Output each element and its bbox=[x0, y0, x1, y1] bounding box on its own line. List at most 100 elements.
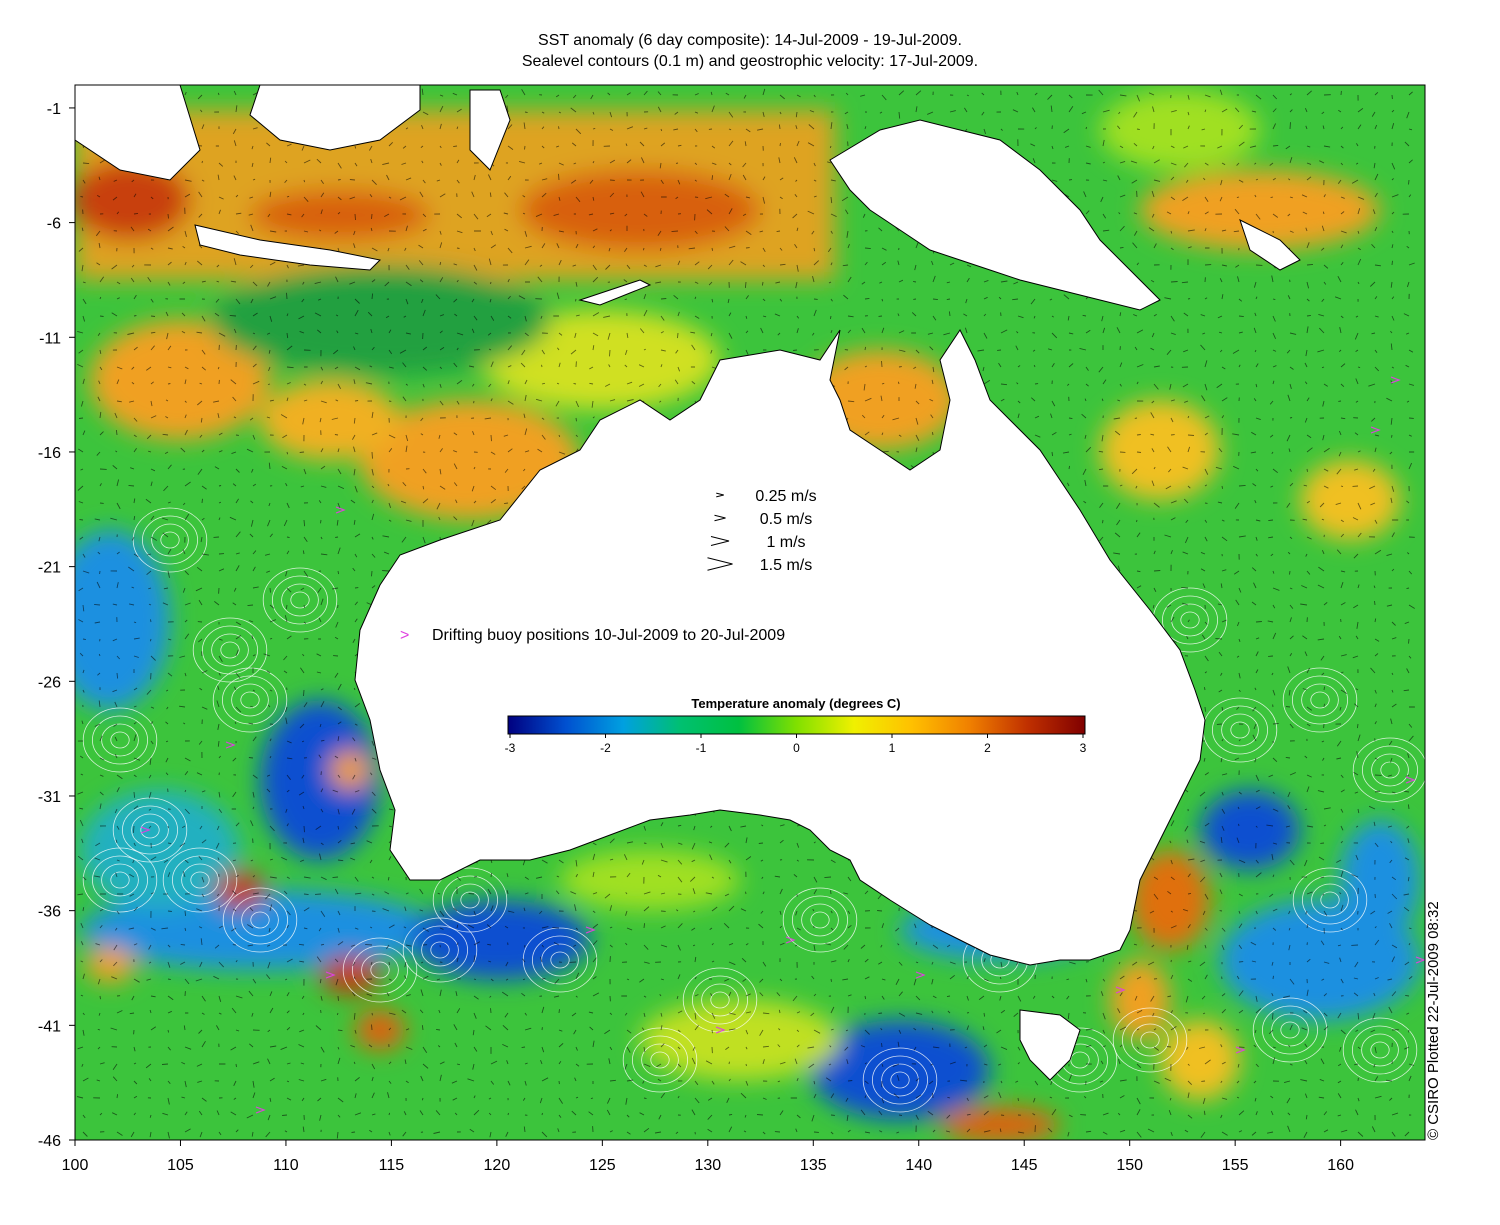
sealevel-contour bbox=[441, 875, 498, 925]
velocity-scale-label: 0.5 m/s bbox=[760, 511, 812, 528]
sealevel-contour bbox=[92, 855, 149, 905]
sealevel-contour bbox=[281, 583, 319, 617]
sealevel-contour bbox=[1171, 603, 1209, 637]
y-tick-label: -41 bbox=[38, 1018, 61, 1035]
velocity-scale-arrow bbox=[716, 492, 724, 498]
sealevel-contour bbox=[692, 975, 749, 1025]
sealevel-contour bbox=[1292, 675, 1349, 725]
sealevel-contour bbox=[1262, 1005, 1319, 1055]
sealevel-contour bbox=[460, 891, 480, 909]
sealevel-contour bbox=[1292, 867, 1368, 933]
buoy-marker bbox=[140, 826, 151, 834]
buoy-legend: > Drifting buoy positions 10-Jul-2009 to… bbox=[400, 627, 785, 644]
buoy-marker bbox=[1370, 426, 1381, 434]
sealevel-contours bbox=[82, 507, 1425, 1113]
timor-landmass bbox=[578, 279, 652, 306]
sealevel-contour bbox=[122, 805, 179, 855]
sealevel-contour bbox=[82, 707, 158, 773]
sealevel-contour bbox=[361, 953, 399, 987]
sealevel-contour bbox=[132, 507, 208, 573]
sealevel-contour bbox=[1280, 1021, 1300, 1039]
buoy-marker bbox=[225, 741, 236, 749]
sealevel-contour bbox=[1361, 1033, 1399, 1067]
sealevel-contour bbox=[290, 591, 310, 609]
map-title-line1: SST anomaly (6 day composite): 14-Jul-20… bbox=[538, 32, 962, 49]
sealevel-contour bbox=[1221, 713, 1259, 747]
buoy-marker bbox=[915, 971, 926, 979]
sealevel-contour bbox=[151, 523, 189, 557]
velocity-scale-arrow bbox=[714, 514, 726, 522]
buoy-marker bbox=[585, 926, 596, 934]
buoy-marker bbox=[1415, 956, 1425, 964]
y-axis: -1 -6 -11 -16 -21 -26 -31 -36 -41 -46 bbox=[38, 101, 75, 1150]
x-tick-label: 110 bbox=[273, 1157, 299, 1174]
sealevel-contour bbox=[1230, 721, 1250, 739]
buoy-marker bbox=[785, 936, 796, 944]
sealevel-contour bbox=[370, 961, 390, 979]
sealevel-contour bbox=[222, 887, 298, 953]
sealevel-contour bbox=[622, 1027, 698, 1093]
sealevel-contour bbox=[162, 847, 238, 913]
sealevel-contour bbox=[1380, 761, 1400, 779]
sealevel-contour bbox=[1212, 705, 1269, 755]
sealevel-contour bbox=[1320, 891, 1340, 909]
sealevel-contour bbox=[810, 911, 830, 929]
x-tick-label: 140 bbox=[905, 1157, 932, 1174]
sealevel-contour bbox=[110, 731, 130, 749]
colorbar-tick-label: 0 bbox=[793, 741, 800, 755]
x-tick-label: 105 bbox=[167, 1157, 194, 1174]
colorbar-tick-label: 1 bbox=[889, 741, 896, 755]
sealevel-contour bbox=[451, 883, 489, 917]
velocity-scale-arrow bbox=[707, 557, 733, 571]
land-masses bbox=[75, 85, 1301, 1081]
buoy-marker bbox=[1115, 986, 1126, 994]
colorbar-tick-label: -3 bbox=[505, 741, 516, 755]
sealevel-contour bbox=[140, 821, 160, 839]
sealevel-contour bbox=[1301, 683, 1339, 717]
sealevel-contour bbox=[1352, 1025, 1409, 1075]
y-tick-label: -6 bbox=[47, 216, 61, 233]
colorbar-ticks: -3 -2 -1 0 1 2 3 bbox=[505, 734, 1087, 755]
sealevel-contour bbox=[181, 863, 219, 897]
sealevel-contour bbox=[1342, 1017, 1418, 1083]
x-tick-label: 135 bbox=[800, 1157, 827, 1174]
sealevel-contour bbox=[1282, 667, 1358, 733]
y-tick-label: -1 bbox=[47, 101, 61, 118]
velocity-scale-arrow bbox=[710, 536, 730, 546]
credit-text: © CSIRO Plotted 22-Jul-2009 08:32 bbox=[1425, 901, 1442, 1140]
sealevel-contour bbox=[1162, 595, 1219, 645]
sealevel-contour bbox=[250, 911, 270, 929]
y-tick-label: -21 bbox=[38, 560, 61, 577]
sealevel-contour bbox=[241, 903, 279, 937]
sealevel-contour bbox=[262, 567, 338, 633]
sealevel-contour bbox=[211, 633, 249, 667]
sealevel-contour bbox=[872, 1055, 929, 1105]
y-tick-label: -31 bbox=[38, 789, 61, 806]
sealevel-contour bbox=[701, 983, 739, 1017]
sealevel-contour bbox=[101, 863, 139, 897]
sealevel-contour bbox=[1070, 1051, 1090, 1069]
sealevel-contour bbox=[141, 515, 198, 565]
x-tick-label: 125 bbox=[589, 1157, 616, 1174]
y-tick-label: -36 bbox=[38, 904, 61, 921]
x-tick-label: 155 bbox=[1222, 1157, 1249, 1174]
sealevel-contour bbox=[402, 917, 478, 983]
y-tick-label: -46 bbox=[38, 1133, 61, 1150]
sealevel-contour bbox=[201, 625, 258, 675]
sealevel-contour bbox=[240, 691, 260, 709]
sealevel-contour bbox=[1371, 753, 1409, 787]
sealevel-contour bbox=[131, 813, 169, 847]
sealevel-contour bbox=[1140, 1031, 1160, 1049]
sealevel-contour bbox=[550, 951, 570, 969]
sealevel-contour bbox=[532, 935, 589, 985]
sealevel-contour bbox=[1352, 737, 1425, 803]
buoy-legend-label: Drifting buoy positions 10-Jul-2009 to 2… bbox=[432, 627, 785, 644]
plot-frame bbox=[74, 84, 1426, 1141]
sealevel-contour bbox=[1302, 875, 1359, 925]
y-tick-label: -11 bbox=[39, 330, 61, 347]
velocity-scale-label: 1.5 m/s bbox=[760, 557, 812, 574]
x-tick-label: 145 bbox=[1011, 1157, 1038, 1174]
sealevel-contour bbox=[101, 723, 139, 757]
x-tick-label: 120 bbox=[484, 1157, 511, 1174]
